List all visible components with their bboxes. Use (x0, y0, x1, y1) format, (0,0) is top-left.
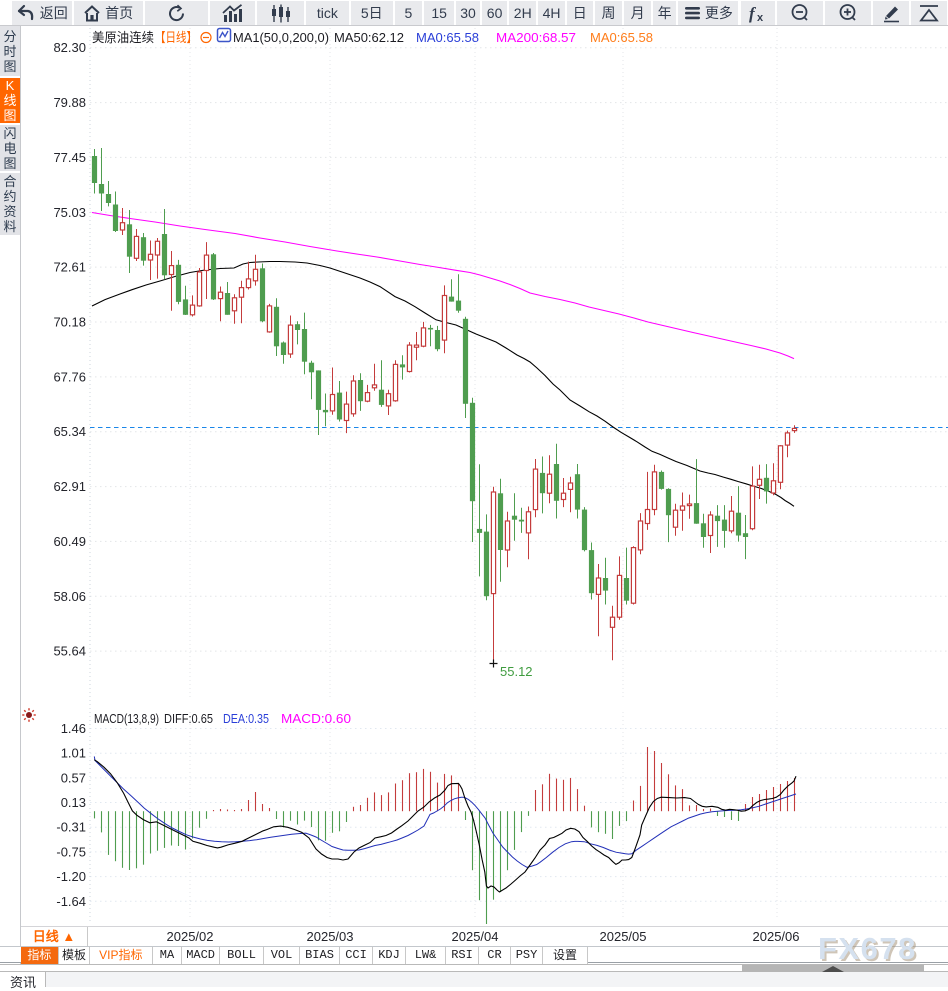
svg-text:f: f (749, 4, 757, 23)
svg-text:77.45: 77.45 (53, 150, 86, 165)
svg-text:2025/05: 2025/05 (600, 929, 647, 944)
svg-text:-0.31: -0.31 (56, 820, 86, 835)
svg-text:MA0:65.58: MA0:65.58 (416, 30, 479, 45)
svg-text:x: x (757, 12, 764, 23)
svg-text:0.57: 0.57 (61, 770, 86, 785)
svg-text:-1.64: -1.64 (56, 894, 86, 909)
svg-text:58.06: 58.06 (53, 589, 86, 604)
svg-text:65.34: 65.34 (53, 424, 86, 439)
svg-text:MA0:65.58: MA0:65.58 (590, 30, 653, 45)
svg-text:55.12: 55.12 (500, 664, 533, 679)
svg-text:-0.75: -0.75 (56, 844, 86, 859)
svg-text:MA200:68.57: MA200:68.57 (496, 30, 576, 45)
svg-text:MACD:0.60: MACD:0.60 (281, 711, 351, 726)
svg-text:【日线】: 【日线】 (155, 30, 197, 45)
svg-text:79.88: 79.88 (53, 95, 86, 110)
svg-text:60.49: 60.49 (53, 534, 86, 549)
svg-text:62.91: 62.91 (53, 479, 86, 494)
svg-text:2025/04: 2025/04 (452, 929, 499, 944)
svg-text:75.03: 75.03 (53, 205, 86, 220)
svg-text:2025/06: 2025/06 (753, 929, 800, 944)
svg-text:-1.20: -1.20 (56, 869, 86, 884)
svg-text:70.18: 70.18 (53, 315, 86, 330)
svg-text:82.30: 82.30 (53, 40, 86, 55)
svg-text:67.76: 67.76 (53, 369, 86, 384)
svg-text:0.13: 0.13 (61, 795, 86, 810)
svg-text:MACD(13,8,9): MACD(13,8,9) (94, 711, 159, 726)
svg-text:2025/02: 2025/02 (167, 929, 214, 944)
svg-text:MA1(50,0,200,0): MA1(50,0,200,0) (233, 30, 329, 45)
svg-text:72.61: 72.61 (53, 260, 86, 275)
svg-text:DIFF:0.65: DIFF:0.65 (164, 711, 213, 726)
svg-text:1.46: 1.46 (61, 721, 86, 736)
svg-text:DEA:0.35: DEA:0.35 (223, 711, 269, 726)
svg-text:美原油连续: 美原油连续 (92, 30, 154, 45)
svg-text:55.64: 55.64 (53, 644, 86, 659)
svg-text:2025/03: 2025/03 (307, 929, 354, 944)
svg-text:MA50:62.12: MA50:62.12 (334, 30, 404, 45)
svg-text:1.01: 1.01 (61, 746, 86, 761)
